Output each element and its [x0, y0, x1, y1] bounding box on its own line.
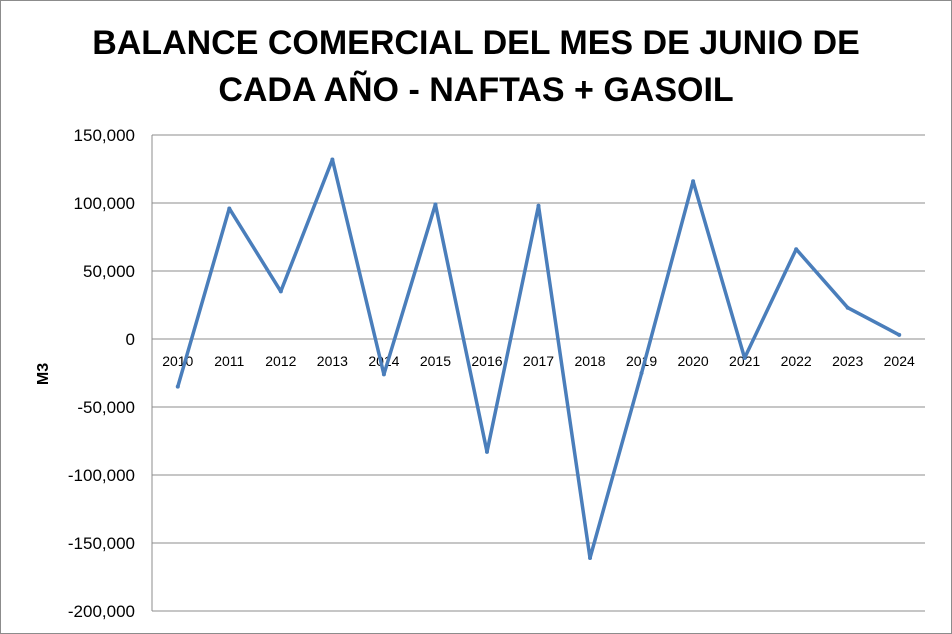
x-tick-label: 2018 [574, 353, 605, 369]
x-tick-label: 2022 [781, 353, 812, 369]
y-tick-label: 150,000 [74, 126, 135, 145]
data-point [227, 206, 232, 211]
y-tick-label: 50,000 [83, 262, 135, 281]
data-point [433, 202, 438, 207]
data-point [742, 356, 747, 361]
y-tick-label: -50,000 [77, 398, 135, 417]
x-tick-labels: 2010 2011 2012 2013 2014 2015 2016 2017 2018 2019… [162, 353, 915, 369]
x-tick-label: 2014 [368, 353, 399, 369]
y-tick-label: -150,000 [68, 534, 135, 553]
gridlines [151, 134, 925, 612]
x-tick-label: 2021 [729, 353, 760, 369]
data-point [588, 555, 593, 560]
data-point [536, 203, 541, 208]
data-point [691, 179, 696, 184]
data-point [845, 305, 850, 310]
chart-title-line-1: BALANCE COMERCIAL DEL MES DE JUNIO DE [92, 24, 860, 62]
x-tick-label: 2012 [265, 353, 296, 369]
x-tick-label: 2020 [678, 353, 709, 369]
data-point [794, 247, 799, 252]
y-axis-label: M3 [35, 363, 52, 385]
x-tick-label: 2016 [471, 353, 502, 369]
x-tick-label: 2017 [523, 353, 554, 369]
series-layer [175, 157, 902, 560]
y-tick-label: 100,000 [74, 194, 135, 213]
x-tick-label: 2023 [832, 353, 863, 369]
data-point [175, 384, 180, 389]
y-tick-label: -200,000 [68, 602, 135, 621]
data-point [639, 371, 644, 375]
x-tick-label: 2019 [626, 353, 657, 369]
y-tick-label: -100,000 [68, 466, 135, 485]
x-tick-label: 2024 [884, 353, 915, 369]
chart-title-line-2: CADA AÑO - NAFTAS + GASOIL [218, 71, 733, 109]
x-tick-label: 2015 [420, 353, 451, 369]
y-tick-label: 0 [126, 330, 135, 349]
data-point [897, 332, 902, 337]
y-tick-labels: 150,000 100,000 50,000 0 -50,000 -100,000 -150… [68, 126, 135, 621]
x-tick-label: 2010 [162, 353, 193, 369]
data-point [278, 289, 283, 294]
data-point [381, 372, 386, 377]
data-point [330, 157, 335, 162]
x-tick-label: 2013 [317, 353, 348, 369]
data-point [484, 449, 489, 454]
x-tick-label: 2011 [214, 353, 244, 369]
